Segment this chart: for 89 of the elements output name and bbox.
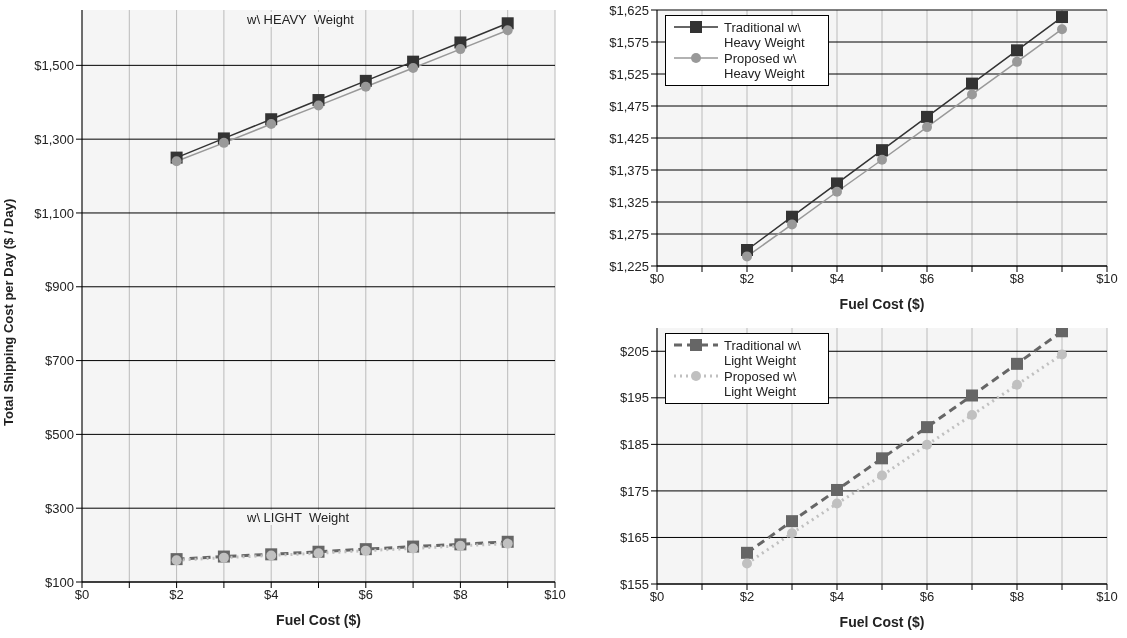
y-tick-label: $185	[620, 436, 649, 452]
x-tick-label: $10	[1096, 589, 1118, 605]
y-tick-label: $1,275	[609, 226, 649, 242]
y-tick-label: $1,525	[609, 66, 649, 82]
point	[832, 498, 842, 509]
legend-label: Proposed w\ Heavy Weight	[724, 51, 806, 81]
point	[967, 89, 977, 100]
x-tick-label: $6	[358, 587, 374, 603]
point	[1056, 328, 1068, 338]
y-tick-label: $1,575	[609, 34, 649, 50]
point	[921, 421, 933, 434]
y-tick-label: $1,300	[34, 131, 74, 147]
point	[218, 137, 229, 148]
point	[921, 110, 933, 123]
y-tick-label: $900	[45, 279, 74, 295]
point	[787, 219, 797, 230]
x-tick-label: $4	[829, 271, 845, 287]
point	[1012, 56, 1022, 67]
legend-label: Traditional w\ Heavy Weight	[724, 20, 806, 50]
x-tick-label: $8	[453, 587, 468, 603]
x-tick-label: $0	[649, 589, 665, 605]
x-tick-label: $8	[1009, 589, 1025, 605]
point	[742, 558, 752, 569]
annotation: w\ HEAVY Weight	[245, 12, 356, 27]
legend-label: Traditional w\ Light Weight	[724, 338, 802, 368]
x-tick-label: $6	[919, 271, 935, 287]
point	[360, 81, 371, 92]
point	[1012, 379, 1022, 390]
point	[1056, 11, 1068, 24]
point	[831, 177, 843, 190]
point	[1057, 24, 1067, 35]
y-tick-label: $500	[45, 427, 74, 442]
y-tick-label: $700	[45, 353, 74, 369]
y-tick-label: $1,100	[34, 205, 74, 221]
y-tick-label: $1,325	[609, 194, 649, 210]
x-tick-label: $6	[919, 589, 935, 605]
x-tick-label: $0	[649, 271, 665, 287]
x-tick-label: $2	[169, 587, 184, 603]
y-tick-label: $1,625	[609, 2, 649, 18]
legend-label: Proposed w\ Light Weight	[724, 369, 798, 399]
x-axis-title: Fuel Cost ($)	[839, 296, 925, 312]
y-tick-label: $175	[620, 483, 649, 499]
point	[408, 62, 419, 73]
y-tick-label: $100	[45, 574, 74, 590]
point	[266, 119, 277, 130]
y-tick-label: $300	[45, 500, 74, 516]
x-tick-label: $10	[1096, 271, 1118, 287]
point	[922, 122, 932, 133]
point	[966, 389, 978, 402]
y-tick-label: $1,375	[609, 162, 649, 178]
point	[922, 439, 932, 450]
x-tick-label: $10	[544, 587, 566, 603]
y-tick-label: $1,500	[34, 57, 74, 73]
point	[832, 186, 842, 197]
y-tick-label: $205	[620, 343, 649, 359]
y-tick-label: $1,225	[609, 258, 649, 274]
point	[1011, 357, 1023, 370]
point	[967, 410, 977, 421]
x-axis-title: Fuel Cost ($)	[276, 612, 361, 628]
x-tick-label: $0	[74, 587, 90, 603]
point	[502, 25, 513, 36]
point	[877, 470, 887, 481]
point	[455, 44, 466, 55]
point	[313, 100, 324, 111]
x-tick-label: $4	[263, 587, 279, 603]
point	[1057, 349, 1067, 360]
point	[876, 452, 888, 465]
y-tick-label: $1,475	[609, 98, 649, 114]
point	[786, 515, 798, 528]
annotation: w\ LIGHT Weight	[245, 510, 352, 525]
point	[742, 251, 752, 262]
x-tick-label: $2	[739, 271, 755, 287]
y-tick-label: $165	[620, 530, 649, 546]
point	[1011, 44, 1023, 57]
point	[787, 528, 797, 539]
x-tick-label: $8	[1009, 271, 1025, 287]
point	[831, 483, 843, 496]
y-axis-title: Total Shipping Cost per Day ($ / Day)	[0, 198, 16, 426]
point	[741, 546, 753, 559]
y-tick-label: $1,425	[609, 130, 649, 146]
point	[966, 77, 978, 90]
y-tick-label: $195	[620, 390, 649, 406]
point	[876, 144, 888, 157]
x-tick-label: $4	[829, 589, 845, 605]
point	[171, 156, 182, 167]
x-tick-label: $2	[739, 589, 755, 605]
point	[877, 154, 887, 165]
y-tick-label: $155	[620, 576, 649, 592]
x-axis-title: Fuel Cost ($)	[839, 614, 925, 630]
